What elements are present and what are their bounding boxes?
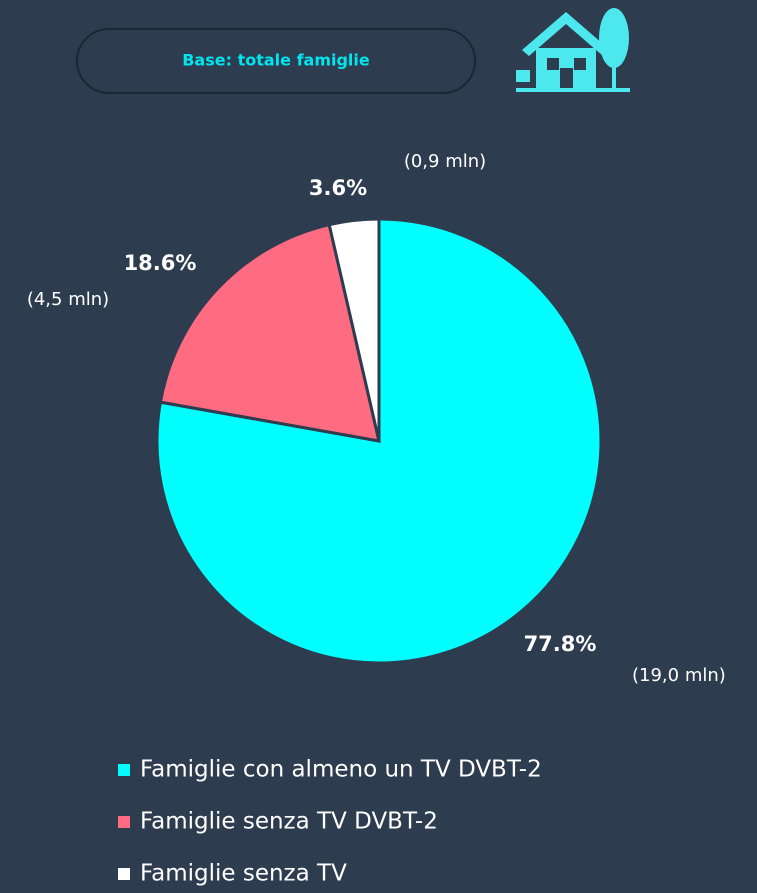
legend-swatch (118, 816, 130, 828)
house-icon (516, 8, 630, 92)
annotation: (4,5 mln) (27, 289, 109, 310)
legend-swatch (118, 868, 130, 880)
pie-slice (327, 217, 381, 442)
subtitle: Base: totale famiglie (182, 51, 370, 70)
value-label: 3.6% (309, 176, 367, 200)
legend-swatch (118, 764, 130, 776)
legend-label: Famiglie con almeno un TV DVBT-2 (140, 757, 542, 783)
pie-slice (158, 222, 381, 443)
legend-label: Famiglie senza TV (140, 861, 347, 887)
subtitle-pill (76, 28, 476, 94)
pie-slice (155, 217, 603, 665)
annotation: (19,0 mln) (632, 665, 726, 686)
legend-label: Famiglie senza TV DVBT-2 (140, 809, 438, 835)
value-label: 18.6% (124, 251, 197, 275)
value-label: 77.8% (524, 632, 597, 656)
annotation: (0,9 mln) (404, 151, 486, 172)
